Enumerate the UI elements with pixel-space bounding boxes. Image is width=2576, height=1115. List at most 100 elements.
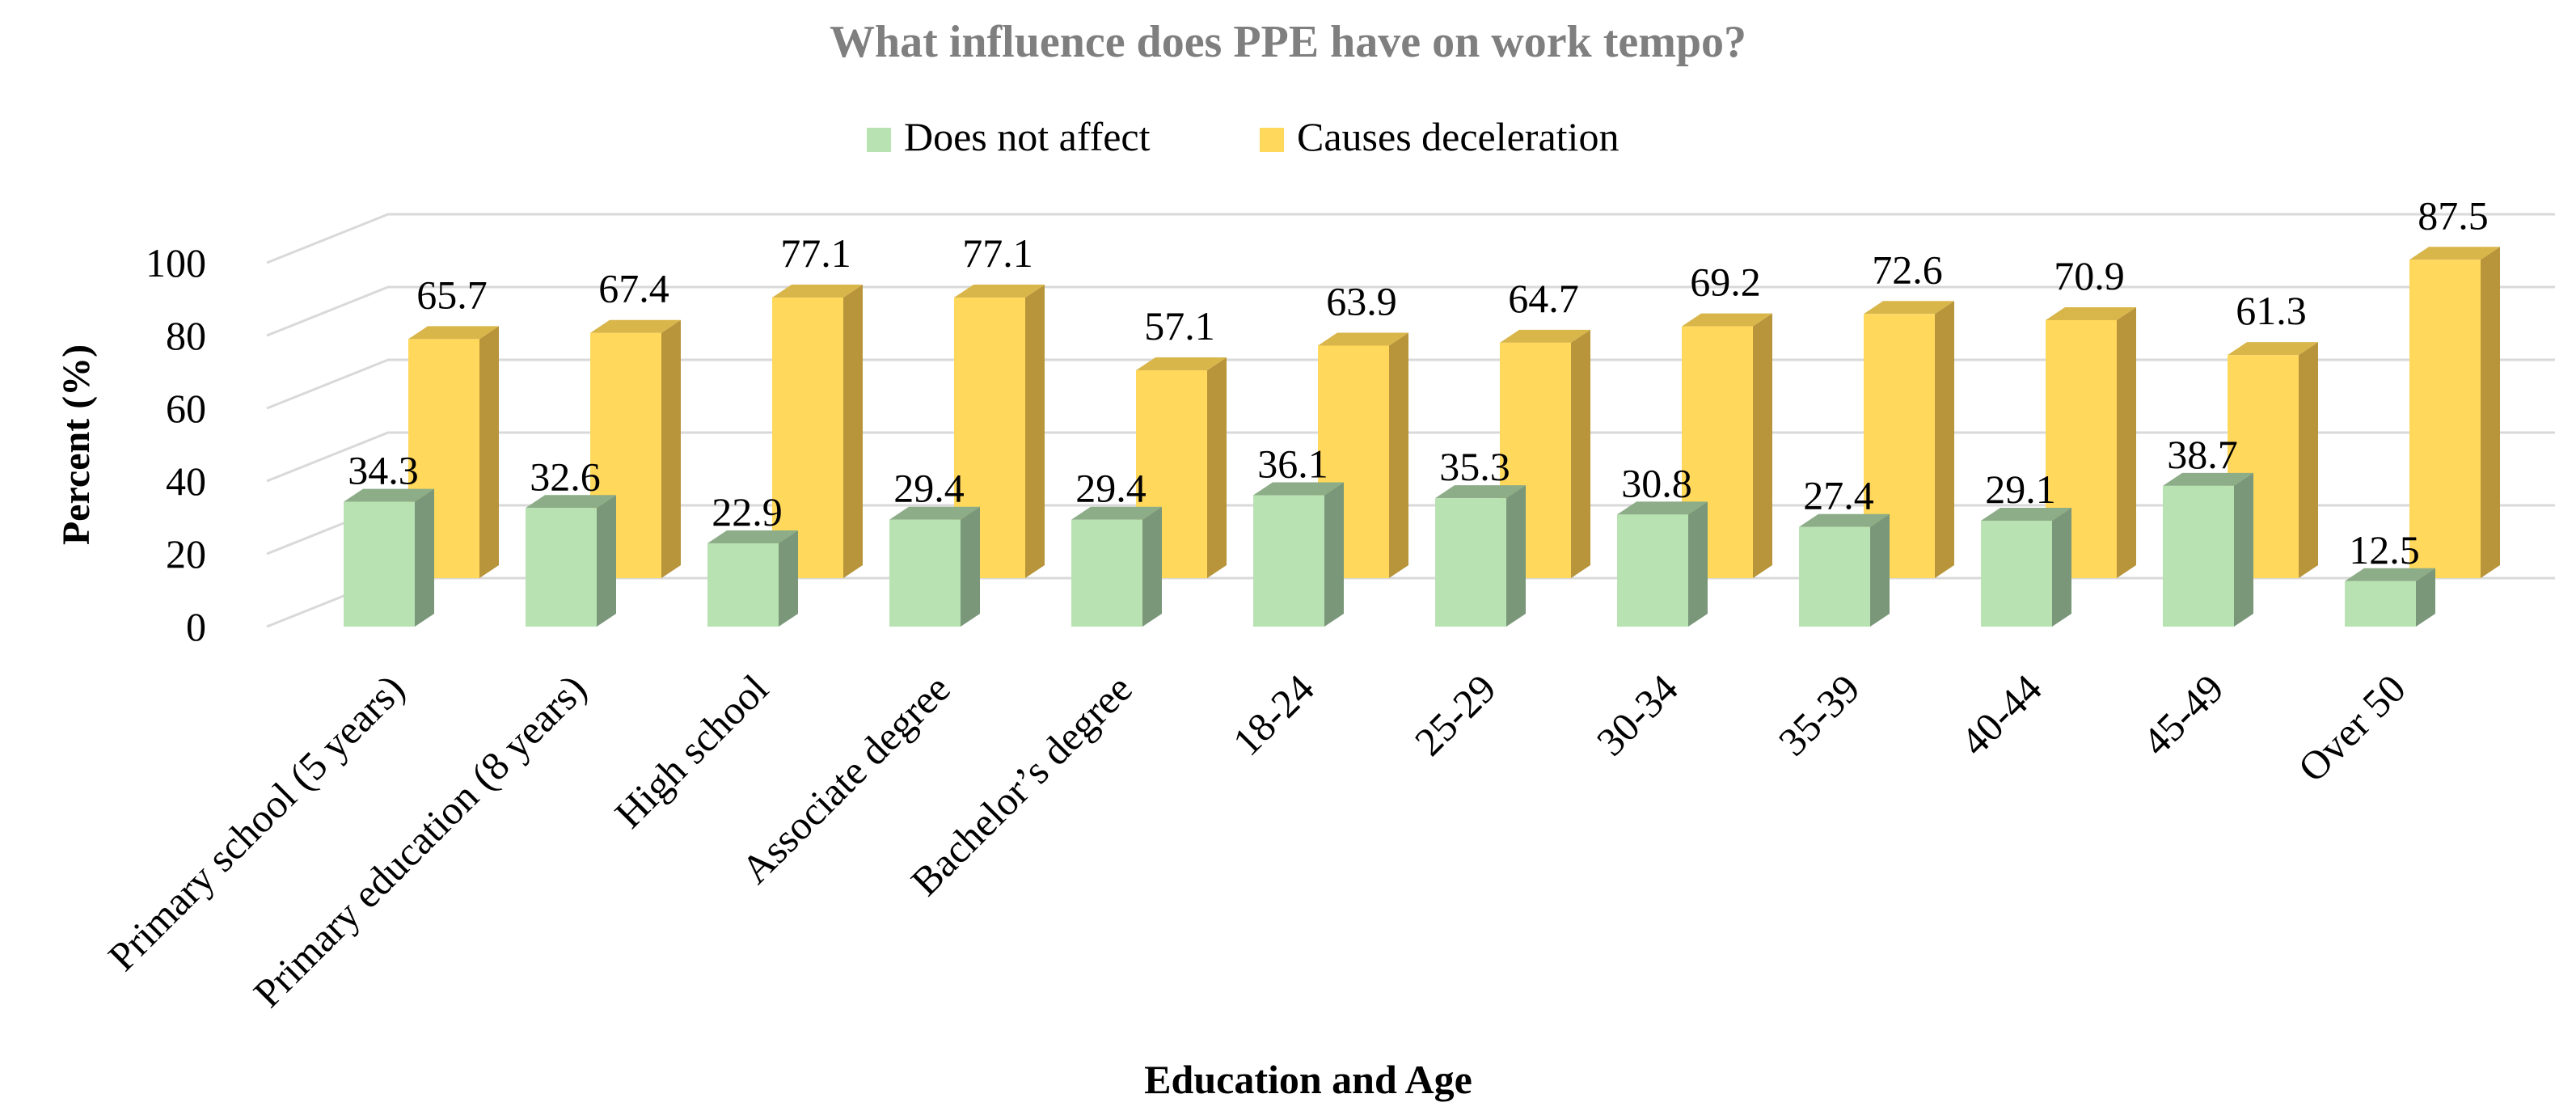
bar-does-not-affect-40-44 <box>1981 508 2071 627</box>
bar-causes-deceleration-associate-degree-side <box>1025 285 1045 578</box>
bars-front-series <box>344 472 2435 627</box>
bar-causes-deceleration-18-24-side <box>1389 332 1408 578</box>
bar-does-not-affect-35-39-side <box>1870 513 1890 627</box>
data-label-does-not-affect-45-49: 38.7 <box>2167 432 2238 477</box>
data-label-causes-deceleration-bachelor-s-degree: 57.1 <box>1144 303 1215 348</box>
category-label-high-school: High school <box>606 665 776 836</box>
bar-causes-deceleration-18-24-top <box>1318 332 1408 346</box>
bar-causes-deceleration-35-39-side <box>1935 301 1954 578</box>
bar-causes-deceleration-45-49-side <box>2299 342 2318 578</box>
bar-causes-deceleration-45-49 <box>2228 342 2318 578</box>
bar-causes-deceleration-bachelor-s-degree-side <box>1207 357 1227 578</box>
data-label-does-not-affect-primary-education-8-years: 32.6 <box>530 454 601 499</box>
bar-does-not-affect-18-24 <box>1253 482 1344 627</box>
bar-does-not-affect-45-49-top <box>2163 472 2253 486</box>
bar-causes-deceleration-over-50 <box>2409 247 2500 578</box>
bar-causes-deceleration-over-50-face <box>2409 260 2481 578</box>
category-label-35-39: 35-39 <box>1770 665 1869 764</box>
bar-does-not-affect-over-50-side <box>2416 568 2435 627</box>
x-axis-title: Education and Age <box>1144 1057 1472 1102</box>
legend-label-does-not-affect: Does not affect <box>904 114 1151 159</box>
data-label-causes-deceleration-30-34: 69.2 <box>1690 260 1761 305</box>
bar-does-not-affect-over-50-top <box>2345 568 2435 581</box>
category-label-18-24: 18-24 <box>1224 665 1323 764</box>
gridline-40 <box>266 431 2555 483</box>
bar-does-not-affect-primary-school-5-years-top <box>344 488 434 502</box>
data-label-does-not-affect-over-50: 12.5 <box>2349 527 2420 572</box>
chart-title: What influence does PPE have on work tem… <box>830 17 1746 67</box>
data-label-causes-deceleration-primary-education-8-years: 67.4 <box>598 266 669 311</box>
bar-causes-deceleration-over-50-side <box>2481 247 2500 578</box>
bar-does-not-affect-18-24-side <box>1324 482 1344 627</box>
bar-does-not-affect-40-44-side <box>2052 508 2071 627</box>
bar-causes-deceleration-associate-degree-top <box>954 285 1045 298</box>
data-label-does-not-affect-bachelor-s-degree: 29.4 <box>1075 466 1147 511</box>
data-label-causes-deceleration-high-school: 77.1 <box>780 230 851 276</box>
bar-causes-deceleration-30-34-top <box>1682 313 1772 327</box>
data-label-causes-deceleration-over-50: 87.5 <box>2418 192 2489 238</box>
bar-causes-deceleration-45-49-top <box>2228 342 2318 356</box>
data-label-does-not-affect-primary-school-5-years: 34.3 <box>348 448 419 493</box>
bar-causes-deceleration-associate-degree <box>954 285 1045 578</box>
bar-does-not-affect-45-49-face <box>2163 485 2234 627</box>
bar-does-not-affect-associate-degree-side <box>961 506 980 627</box>
legend-swatch-does-not-affect <box>867 128 891 152</box>
category-label-40-44: 40-44 <box>1952 665 2050 764</box>
y-tick-60: 60 <box>166 386 206 431</box>
bar-does-not-affect-high-school-top <box>707 530 798 543</box>
bar-causes-deceleration-high-school-side <box>843 285 863 578</box>
bar-does-not-affect-primary-education-8-years <box>526 495 616 627</box>
gridline-100 <box>266 213 2555 264</box>
data-label-does-not-affect-associate-degree: 29.4 <box>893 466 965 511</box>
bar-does-not-affect-primary-school-5-years-side <box>415 488 434 627</box>
bar-does-not-affect-40-44-top <box>1981 508 2071 522</box>
bar-causes-deceleration-40-44-top <box>2046 306 2136 320</box>
bar-does-not-affect-18-24-face <box>1253 495 1324 627</box>
bar-causes-deceleration-40-44 <box>2046 306 2136 578</box>
category-label-25-29: 25-29 <box>1406 665 1505 764</box>
bar-does-not-affect-primary-education-8-years-side <box>597 495 616 627</box>
data-label-does-not-affect-35-39: 27.4 <box>1803 473 1874 518</box>
bar-does-not-affect-30-34 <box>1617 501 1708 627</box>
bar-does-not-affect-35-39-face <box>1799 526 1870 627</box>
bar-does-not-affect-30-34-face <box>1617 514 1688 627</box>
category-labels: Primary school (5 years)Primary educatio… <box>99 665 2414 1016</box>
data-label-does-not-affect-25-29: 35.3 <box>1439 444 1510 489</box>
bar-does-not-affect-high-school-side <box>779 530 798 627</box>
bar-does-not-affect-25-29 <box>1435 485 1526 627</box>
bar-does-not-affect-bachelor-s-degree-side <box>1142 506 1162 627</box>
bar-causes-deceleration-30-34-side <box>1753 313 1772 578</box>
bar-causes-deceleration-25-29-top <box>1500 329 1590 343</box>
bar-does-not-affect-25-29-top <box>1435 485 1526 499</box>
bar-does-not-affect-primary-school-5-years <box>344 488 434 627</box>
data-label-causes-deceleration-associate-degree: 77.1 <box>962 230 1033 276</box>
bar-causes-deceleration-bachelor-s-degree-top <box>1136 357 1227 371</box>
gridline-60 <box>266 358 2555 410</box>
category-label-45-49: 45-49 <box>2134 665 2232 764</box>
bar-causes-deceleration-primary-school-5-years-top <box>408 326 499 340</box>
y-axis-ticks: 0 20 40 60 80 100 <box>146 240 206 649</box>
y-tick-40: 40 <box>166 458 206 504</box>
legend-label-causes-deceleration: Causes deceleration <box>1297 114 1619 159</box>
bar-does-not-affect-primary-education-8-years-face <box>526 508 597 627</box>
bar-does-not-affect-30-34-top <box>1617 501 1708 515</box>
data-labels: 65.7 34.3 67.4 32.6 77.1 22.9 77.1 29.4 57.1 29.4… <box>348 192 2489 572</box>
gridline-80 <box>266 285 2555 337</box>
bar-does-not-affect-high-school-face <box>707 543 779 627</box>
bar-does-not-affect-25-29-side <box>1506 485 1526 627</box>
data-label-does-not-affect-18-24: 36.1 <box>1257 441 1328 487</box>
y-axis-title: Percent (%) <box>55 344 98 545</box>
bar-causes-deceleration-over-50-top <box>2409 247 2500 260</box>
data-label-causes-deceleration-35-39: 72.6 <box>1872 247 1943 292</box>
bar-does-not-affect-associate-degree <box>889 506 980 627</box>
category-label-30-34: 30-34 <box>1588 665 1687 764</box>
bar-does-not-affect-bachelor-s-degree <box>1071 506 1162 627</box>
bar-causes-deceleration-25-29-side <box>1571 329 1590 578</box>
bar-causes-deceleration-primary-education-8-years-top <box>590 319 681 333</box>
data-label-does-not-affect-30-34: 30.8 <box>1621 460 1692 505</box>
bar-does-not-affect-associate-degree-top <box>889 506 980 520</box>
category-label-primary-school-5-years: Primary school (5 years) <box>99 665 413 979</box>
bar-causes-deceleration-35-39-top <box>1864 301 1954 315</box>
bar-does-not-affect-bachelor-s-degree-face <box>1071 519 1142 627</box>
